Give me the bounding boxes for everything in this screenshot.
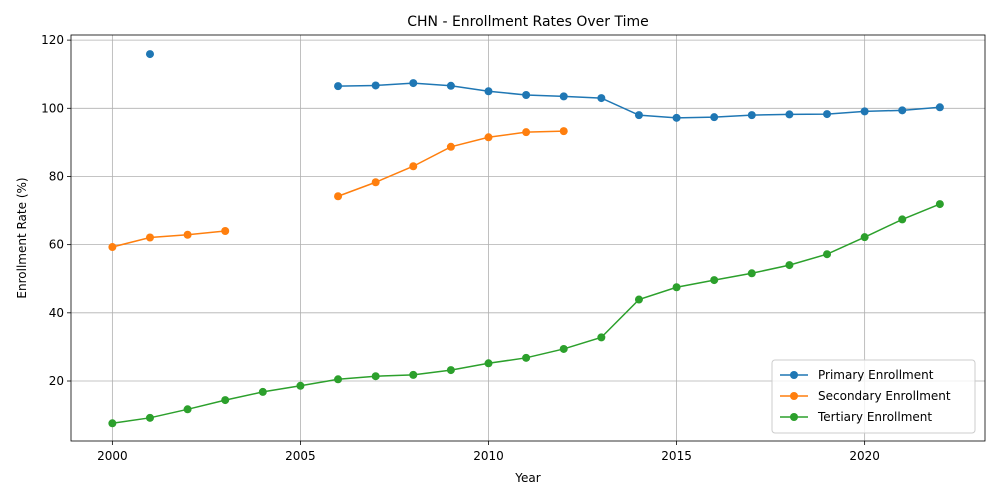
data-point <box>221 396 230 405</box>
data-point <box>559 344 568 353</box>
x-tick-label: 2015 <box>661 449 692 463</box>
data-point <box>334 82 343 91</box>
data-point <box>559 127 568 136</box>
data-point <box>785 261 794 270</box>
data-point <box>145 413 154 422</box>
data-point <box>747 269 756 278</box>
data-point <box>484 133 493 142</box>
x-tick-label: 2005 <box>285 449 316 463</box>
data-point <box>484 87 493 96</box>
data-point <box>634 111 643 120</box>
legend-marker <box>790 413 798 421</box>
y-axis-label: Enrollment Rate (%) <box>15 177 29 298</box>
data-point <box>446 366 455 375</box>
data-point <box>522 90 531 99</box>
data-point <box>672 113 681 122</box>
data-point <box>823 110 832 119</box>
legend-label: Tertiary Enrollment <box>817 410 932 424</box>
data-point <box>634 295 643 304</box>
data-point <box>409 162 418 171</box>
y-tick-label: 20 <box>49 374 64 388</box>
x-tick-label: 2010 <box>473 449 504 463</box>
data-point <box>371 81 380 90</box>
series-line <box>337 130 564 197</box>
data-point <box>559 92 568 101</box>
series-line <box>112 230 226 248</box>
x-tick-label: 2020 <box>849 449 880 463</box>
data-point <box>747 111 756 120</box>
legend: Primary Enrollment Secondary Enrollment Te… <box>771 359 976 434</box>
plot-frame <box>70 34 986 442</box>
data-point <box>409 79 418 88</box>
data-point <box>898 215 907 224</box>
data-point <box>484 359 493 368</box>
data-point <box>522 353 531 362</box>
x-tick-label: 2000 <box>97 449 128 463</box>
data-point <box>597 333 606 342</box>
data-point <box>183 230 192 239</box>
data-point <box>334 375 343 384</box>
data-point <box>145 233 154 242</box>
data-point <box>371 178 380 187</box>
data-point <box>823 250 832 259</box>
data-point <box>710 276 719 285</box>
data-point <box>935 200 944 209</box>
legend-marker <box>790 392 798 400</box>
data-point <box>860 233 869 242</box>
data-point <box>409 370 418 379</box>
data-point <box>785 110 794 119</box>
legend-label: Secondary Enrollment <box>818 389 951 403</box>
data-point <box>597 94 606 103</box>
data-point <box>334 192 343 201</box>
data-point <box>446 81 455 90</box>
data-point <box>898 106 907 115</box>
data-point <box>145 50 154 59</box>
data-point <box>183 405 192 414</box>
data-point <box>672 283 681 292</box>
y-tick-label: 80 <box>49 169 64 183</box>
chart-title: CHN - Enrollment Rates Over Time <box>407 14 649 30</box>
y-tick-label: 60 <box>49 238 64 252</box>
data-point <box>371 372 380 381</box>
data-point <box>860 107 869 116</box>
data-point <box>108 419 117 428</box>
data-point <box>221 227 230 236</box>
data-point <box>258 387 267 396</box>
legend-box <box>771 359 976 434</box>
y-tick-label: 100 <box>41 101 64 115</box>
y-tick-label: 40 <box>49 306 64 320</box>
legend-label: Primary Enrollment <box>818 368 934 382</box>
data-point <box>446 142 455 151</box>
y-tick-label: 120 <box>41 33 64 47</box>
data-point <box>108 243 117 252</box>
x-axis-label: Year <box>514 471 540 485</box>
data-point <box>710 113 719 122</box>
data-point <box>522 128 531 137</box>
legend-marker <box>790 371 798 379</box>
data-point <box>935 103 944 112</box>
data-point <box>296 381 305 390</box>
